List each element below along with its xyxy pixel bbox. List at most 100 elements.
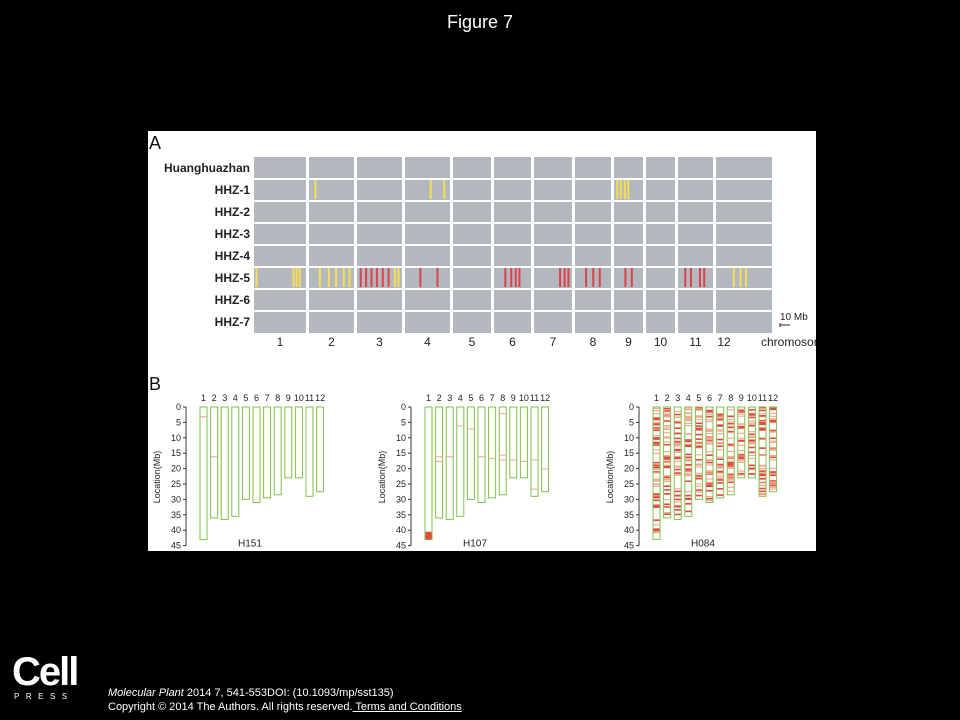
chromosome-number: 2 [212,393,217,403]
snp-band [770,459,777,461]
snp-band [664,503,671,506]
snp-band [738,425,745,428]
snp-band [653,453,660,455]
snp-band [499,454,506,456]
chromosome-bar [684,406,693,517]
y-tick-label: 30 [624,494,634,504]
snp-band [717,418,724,421]
snp-band [664,427,671,429]
snp-band [478,456,485,458]
snp-band [653,422,660,424]
snp-band [748,433,755,436]
y-tick-label: 35 [396,510,406,520]
snp-band [695,408,702,410]
snp-band [695,415,702,417]
snp-band [706,432,713,434]
snp-band [759,470,766,472]
snp-band [664,457,671,459]
snp-band [717,479,724,481]
snp-band [695,483,702,485]
snp-band [748,435,755,437]
snp-band [727,486,734,488]
snp-band [770,429,777,432]
press-logo-word: PRESS [14,692,74,701]
row-divider [254,244,772,246]
snp-band [664,485,671,487]
chromosome-bar [445,406,454,520]
snp-band [770,419,777,422]
snp-band [748,436,755,438]
snp-band [759,490,766,493]
snp-band [727,422,734,425]
snp-band [706,481,713,483]
chromosome-number: 1 [201,393,206,403]
snp-band [717,458,724,461]
snp-band [685,413,692,415]
snp-band [770,448,777,450]
snp-band [211,456,218,458]
snp-band [738,432,745,434]
snp-band [685,459,692,461]
variant-marker [703,268,706,287]
snp-band [695,441,702,443]
snp-band [542,468,549,470]
variant-marker [381,268,384,287]
chromosome-number: 6 [479,393,484,403]
snp-band [685,416,692,418]
chromosome-bar [747,406,756,479]
chromosome-number: 12 [768,393,778,403]
snp-band [727,419,734,421]
snp-band [717,442,724,444]
snp-band [706,483,713,485]
variant-marker [348,268,351,287]
snp-band [717,470,724,473]
snp-band [664,458,671,460]
snp-band [653,461,660,464]
snp-band [674,420,681,422]
row-divider [254,310,772,312]
snp-band [727,445,734,447]
snp-band [695,447,702,449]
variant-marker [504,268,507,287]
snp-band [759,474,766,477]
snp-band [738,461,745,463]
snp-band [685,491,692,493]
snp-band [759,447,766,449]
snp-band [770,484,777,487]
snp-band [695,433,702,436]
snp-band [738,449,745,452]
snp-band [674,432,681,435]
snp-band [685,465,692,467]
snp-band [685,409,692,411]
snp-band [770,407,777,410]
variant-marker [375,268,378,287]
snp-band [664,424,671,427]
row-divider [254,178,772,180]
snp-band [685,510,692,513]
snp-band [706,454,713,457]
snp-band [664,479,671,481]
chromosome-bar [199,406,208,540]
snp-band [436,456,443,458]
snp-band [531,459,538,461]
variant-marker [598,268,601,287]
snp-band [695,474,702,477]
snp-band [664,476,671,479]
chromosome-bar [477,406,486,503]
snp-band [653,472,660,474]
panel-b-label: B [149,374,161,394]
y-tick-label: 30 [396,494,406,504]
snp-band [717,472,724,474]
snp-band [717,467,724,469]
snp-band [674,506,681,508]
snp-band [717,414,724,416]
terms-link[interactable]: Terms and Conditions [352,701,462,713]
chromosome-number: 6 [254,393,259,403]
variant-marker [335,268,338,287]
snp-band [200,416,207,418]
chromosome-number: 12 [717,335,731,349]
variant-marker [443,180,446,199]
snp-band [770,487,777,489]
chromosome-divider [450,157,453,333]
